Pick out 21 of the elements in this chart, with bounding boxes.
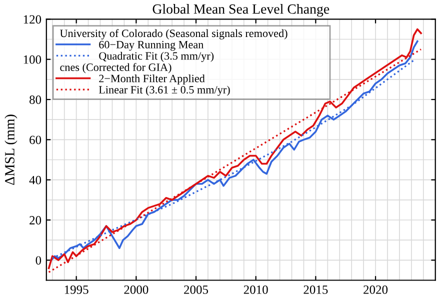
x-tick-label: 2020 — [364, 285, 388, 294]
annotation: University of Colorado (Seasonal signals removed) — [60, 29, 288, 40]
y-tick-label: 0 — [36, 256, 42, 265]
x-tick-label: 2015 — [304, 285, 328, 294]
y-axis-title: ΔMSL (mm) — [4, 114, 18, 185]
y-tick-label: 20 — [30, 216, 42, 224]
y-tick-label: 100 — [24, 55, 42, 64]
legend-label: 60−Day Running Mean — [99, 40, 204, 51]
y-tick-label: 40 — [29, 176, 42, 184]
x-tick-label: 2010 — [244, 285, 268, 294]
legend-label: 2−Month Filter Applied — [99, 74, 205, 85]
x-tick-label: 2005 — [184, 285, 208, 294]
legend-label: Quadratic Fit (3.5 mm/yr) — [99, 52, 214, 62]
legend-label: Linear Fit (3.61 ± 0.5 mm/yr) — [98, 86, 230, 96]
x-tick-label: 1995 — [64, 286, 88, 294]
y-tick-label: 60 — [30, 136, 42, 144]
y-tick-label: 80 — [30, 96, 42, 104]
annotation: cnes (Corrected for GIA) — [60, 63, 172, 74]
chart-title: Global Mean Sea Level Change — [152, 4, 330, 17]
x-tick-label: 2000 — [124, 285, 148, 294]
y-tick-label: 120 — [24, 15, 42, 24]
